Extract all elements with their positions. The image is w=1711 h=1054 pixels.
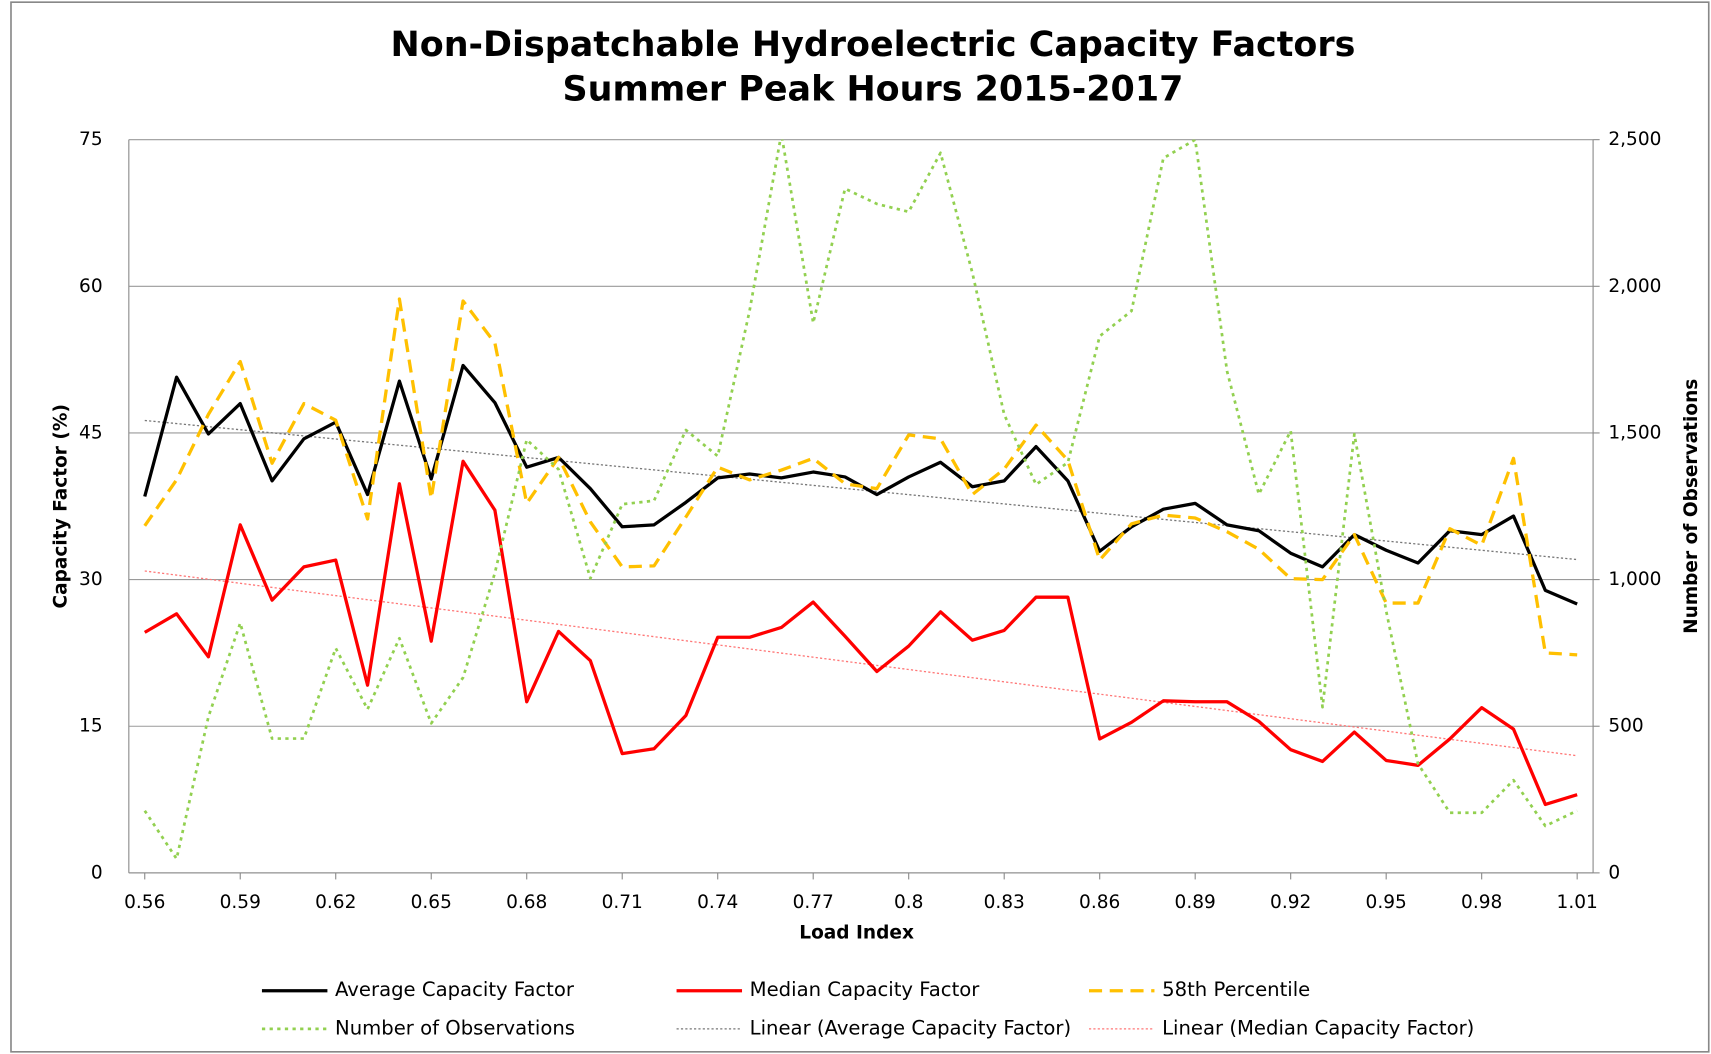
- chart-subtitle: Summer Peak Hours 2015-2017: [562, 70, 1183, 110]
- chart-title: Non-Dispatchable Hydroelectric Capacity …: [391, 25, 1356, 65]
- y2-tick-label: 1,500: [1608, 422, 1661, 443]
- x-axis-title: Load Index: [799, 922, 914, 943]
- x-tick-label: 0.62: [315, 892, 356, 913]
- x-tick-label: 0.98: [1461, 892, 1502, 913]
- x-tick-label: 0.89: [1175, 892, 1216, 913]
- y-axis-title: Capacity Factor (%): [51, 404, 72, 608]
- x-tick-label: 0.65: [411, 892, 452, 913]
- series-line: [143, 459, 1578, 807]
- legend-label: Linear (Average Capacity Factor): [750, 1016, 1071, 1039]
- legend-label: Number of Observations: [335, 1016, 575, 1039]
- x-tick-label: 0.86: [1079, 892, 1120, 913]
- plot-area: [143, 139, 1578, 861]
- y-tick-label: 0: [91, 862, 103, 883]
- series-line: [143, 297, 1578, 657]
- x-tick-label: 1.01: [1557, 892, 1598, 913]
- y2-tick-label: 500: [1608, 716, 1643, 737]
- y-tick-label: 30: [79, 569, 103, 590]
- y-tick-label: 60: [79, 276, 103, 297]
- x-tick-label: 0.92: [1270, 892, 1311, 913]
- x-tick-label: 0.8: [894, 892, 923, 913]
- chart-frame: [10, 1, 1710, 1053]
- x-tick-label: 0.77: [793, 892, 834, 913]
- x-tick-label: 0.95: [1366, 892, 1407, 913]
- x-tick-label: 0.59: [220, 892, 261, 913]
- x-tick-label: 0.71: [602, 892, 643, 913]
- x-tick-label: 0.74: [697, 892, 738, 913]
- y-tick-label: 75: [79, 129, 103, 150]
- legend-label: 58th Percentile: [1162, 978, 1310, 1001]
- x-tick-label: 0.83: [984, 892, 1025, 913]
- trendline: [144, 570, 1578, 757]
- series-line: [143, 139, 1578, 861]
- legend-label: Median Capacity Factor: [750, 978, 981, 1001]
- y2-tick-label: 2,500: [1608, 129, 1661, 150]
- y2-axis-title: Number of Observations: [1681, 379, 1702, 634]
- y-tick-label: 15: [79, 716, 103, 737]
- legend-label: Average Capacity Factor: [335, 978, 575, 1001]
- y2-tick-label: 0: [1608, 862, 1620, 883]
- y-tick-label: 45: [79, 422, 103, 443]
- y2-tick-label: 2,000: [1608, 276, 1661, 297]
- x-tick-label: 0.56: [124, 892, 165, 913]
- y2-tick-label: 1,000: [1608, 569, 1661, 590]
- legend-label: Linear (Median Capacity Factor): [1162, 1016, 1474, 1039]
- x-tick-label: 0.68: [506, 892, 547, 913]
